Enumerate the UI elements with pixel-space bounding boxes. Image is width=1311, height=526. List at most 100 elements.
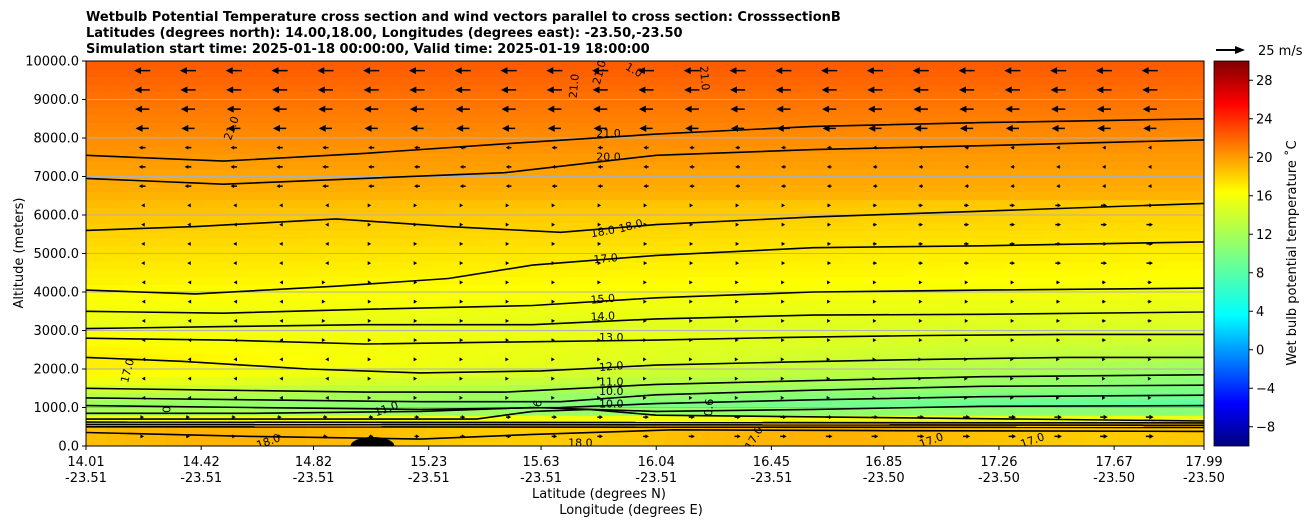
wind-arrow bbox=[1056, 280, 1061, 285]
temperature-cell bbox=[664, 268, 686, 278]
temperature-cell bbox=[86, 114, 107, 124]
temperature-cell bbox=[545, 292, 566, 301]
temperature-cell bbox=[105, 130, 127, 139]
wind-arrow bbox=[868, 124, 882, 132]
temperature-cell bbox=[545, 407, 566, 416]
temperature-cell bbox=[165, 361, 187, 370]
wind-arrow-head bbox=[643, 184, 647, 189]
temperature-cell bbox=[1104, 338, 1125, 347]
temperature-cell bbox=[285, 369, 307, 378]
temperature-cell bbox=[1164, 292, 1185, 301]
temperature-cell bbox=[1164, 376, 1185, 385]
temperature-cell bbox=[884, 222, 906, 231]
temperature-cell bbox=[924, 438, 946, 446]
temperature-cell bbox=[485, 230, 506, 239]
wind-arrow-head bbox=[187, 241, 191, 246]
temperature-cell bbox=[105, 345, 127, 355]
contour-label: 10.0 bbox=[599, 385, 624, 398]
wind-arrow-head bbox=[1096, 105, 1104, 113]
temperature-cell bbox=[884, 330, 906, 339]
temperature-cell bbox=[784, 361, 806, 370]
temperature-cell bbox=[1124, 84, 1145, 93]
temperature-cell bbox=[1164, 68, 1185, 77]
temperature-cell bbox=[904, 276, 926, 285]
temperature-cell bbox=[625, 168, 646, 178]
wind-arrow bbox=[827, 338, 831, 343]
temperature-cell bbox=[245, 153, 267, 162]
temperature-cell bbox=[565, 407, 586, 416]
temperature-cell bbox=[1144, 307, 1165, 316]
temperature-cell bbox=[1184, 376, 1204, 385]
temperature-cell bbox=[105, 268, 127, 278]
wind-arrow-head bbox=[872, 280, 877, 285]
temperature-cell bbox=[984, 430, 1005, 439]
temperature-cell bbox=[465, 145, 486, 154]
temperature-cell bbox=[684, 168, 706, 178]
wind-arrow-head bbox=[459, 145, 464, 150]
temperature-cell bbox=[545, 261, 566, 270]
temperature-cell bbox=[145, 207, 167, 216]
wind-arrow-head bbox=[1103, 414, 1108, 420]
temperature-cell bbox=[664, 68, 686, 77]
temperature-cell bbox=[1024, 122, 1045, 131]
temperature-cell bbox=[345, 253, 367, 262]
temperature-cell bbox=[704, 430, 726, 439]
temperature-cell bbox=[1044, 168, 1065, 178]
temperature-cell bbox=[844, 230, 866, 239]
temperature-cell bbox=[485, 299, 506, 308]
wind-arrow bbox=[1147, 280, 1152, 285]
temperature-cell bbox=[1084, 384, 1105, 393]
temperature-cell bbox=[345, 284, 367, 293]
temperature-cell bbox=[924, 415, 946, 424]
temperature-cell bbox=[205, 315, 227, 324]
temperature-cell bbox=[724, 330, 746, 339]
x-tick-label-lon: -23.50 bbox=[863, 471, 905, 486]
wind-arrow-head bbox=[867, 105, 875, 113]
temperature-cell bbox=[1024, 261, 1045, 270]
temperature-cell bbox=[245, 238, 267, 247]
temperature-cell bbox=[265, 138, 287, 147]
temperature-cell bbox=[824, 322, 846, 332]
temperature-cell bbox=[944, 138, 966, 147]
temperature-cell bbox=[864, 415, 886, 424]
temperature-cell bbox=[165, 238, 187, 247]
temperature-cell bbox=[205, 191, 227, 201]
temperature-cell bbox=[924, 276, 946, 285]
wind-arrow-head bbox=[279, 318, 284, 323]
temperature-cell bbox=[904, 230, 926, 239]
temperature-cell bbox=[924, 176, 946, 185]
temperature-cell bbox=[185, 407, 207, 416]
temperature-cell bbox=[345, 322, 367, 332]
temperature-cell bbox=[425, 245, 446, 255]
temperature-cell bbox=[1164, 215, 1185, 224]
temperature-cell bbox=[485, 253, 506, 262]
temperature-cell bbox=[86, 430, 107, 439]
temperature-cell bbox=[565, 438, 586, 446]
temperature-cell bbox=[165, 199, 187, 208]
temperature-cell bbox=[924, 122, 946, 131]
wind-arrow bbox=[187, 280, 192, 285]
wind-arrow bbox=[964, 222, 970, 227]
temperature-cell bbox=[964, 130, 985, 139]
wind-arrow-head bbox=[964, 395, 968, 400]
wind-arrow-head bbox=[279, 280, 284, 285]
wind-arrow bbox=[1147, 299, 1152, 304]
wind-arrow bbox=[551, 280, 556, 285]
temperature-cell bbox=[904, 392, 926, 401]
temperature-cell bbox=[664, 161, 686, 170]
temperature-cell bbox=[904, 184, 926, 193]
temperature-cell bbox=[265, 215, 287, 224]
temperature-cell bbox=[1164, 430, 1185, 439]
temperature-cell bbox=[1124, 161, 1145, 170]
temperature-cell bbox=[185, 230, 207, 239]
temperature-cell bbox=[425, 276, 446, 285]
temperature-cell bbox=[924, 268, 946, 278]
temperature-cell bbox=[165, 369, 187, 378]
temperature-cell bbox=[684, 253, 706, 262]
wind-arrow bbox=[963, 434, 971, 439]
temperature-cell bbox=[525, 399, 546, 409]
temperature-cell bbox=[485, 99, 506, 108]
temperature-cell bbox=[764, 253, 786, 262]
temperature-cell bbox=[804, 91, 826, 101]
wind-arrow-head bbox=[1011, 241, 1016, 246]
